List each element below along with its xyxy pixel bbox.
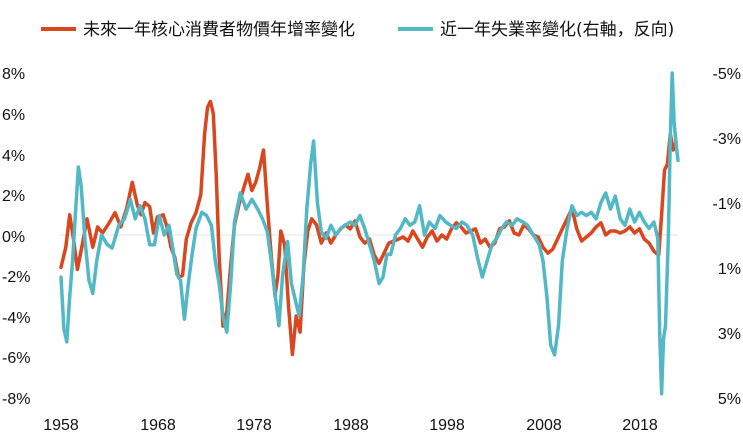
y-left-tick-label: 8% <box>2 66 25 83</box>
y-left-tick-label: -4% <box>2 310 30 327</box>
left-axis: 8% 6% 4% 2% 0% -2% -4% -6% -8% <box>2 66 30 408</box>
y-right-tick-label: 5% <box>718 391 741 408</box>
right-axis: -5% -3% -1% 1% 3% 5% <box>713 66 741 408</box>
x-tick-label: 1958 <box>43 417 79 434</box>
series-layer <box>59 71 680 396</box>
y-left-tick-label: 6% <box>2 107 25 124</box>
y-right-tick-label: 3% <box>718 326 741 343</box>
x-axis: 1958 1968 1978 1988 1998 2008 2018 <box>43 417 658 434</box>
y-right-tick-label: -5% <box>713 66 741 83</box>
y-left-tick-label: 4% <box>2 148 25 165</box>
y-right-tick-label: 1% <box>718 261 741 278</box>
y-left-tick-label: -8% <box>2 391 30 408</box>
legend: 未來一年核心消費者物價年增率變化 近一年失業率變化(右軸，反向) <box>41 20 674 40</box>
legend-label-unemployment: 近一年失業率變化(右軸，反向) <box>440 20 674 40</box>
x-tick-label: 1988 <box>333 417 369 434</box>
y-left-tick-label: -2% <box>2 269 30 286</box>
legend-label-core-cpi: 未來一年核心消費者物價年增率變化 <box>83 20 355 40</box>
y-left-tick-label: 0% <box>2 229 25 246</box>
series-line-core-cpi <box>59 99 678 357</box>
y-left-tick-label: -6% <box>2 350 30 367</box>
series-line-unemployment <box>59 71 680 396</box>
y-right-tick-label: -1% <box>713 196 741 213</box>
x-tick-label: 2008 <box>526 417 562 434</box>
x-tick-label: 1998 <box>429 417 465 434</box>
y-right-tick-label: -3% <box>713 131 741 148</box>
y-left-tick-label: 2% <box>2 188 25 205</box>
x-tick-label: 1978 <box>236 417 272 434</box>
x-tick-label: 2018 <box>622 417 658 434</box>
x-tick-label: 1968 <box>140 417 176 434</box>
